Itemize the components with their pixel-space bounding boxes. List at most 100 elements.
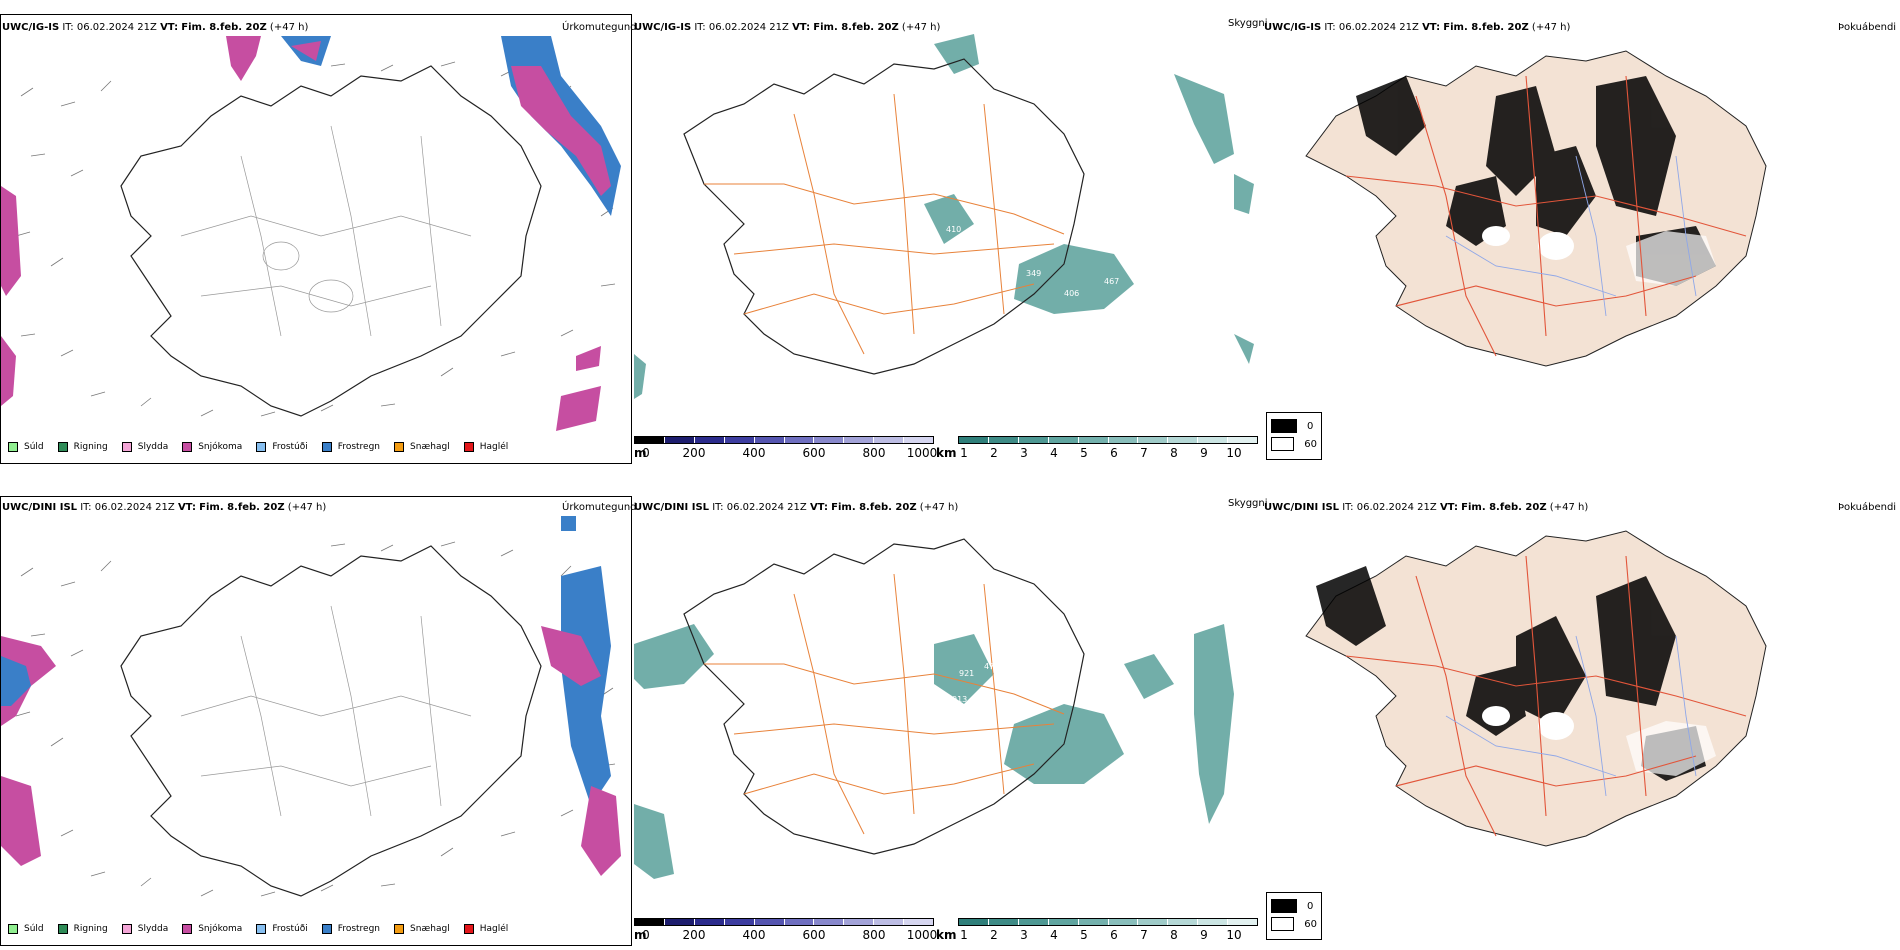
legend-item: Haglél bbox=[463, 442, 508, 452]
model-name: UWC/IG-IS bbox=[634, 22, 692, 33]
cbar-cell bbox=[814, 437, 845, 443]
cbar-cell bbox=[1108, 437, 1139, 443]
fog-map-bottom bbox=[1296, 516, 1866, 896]
cbar-cell bbox=[1168, 919, 1199, 925]
legend-swatch bbox=[121, 924, 132, 934]
variable-title-fog-top: Þokuábendi bbox=[1838, 22, 1897, 33]
legend-item: Frostúði bbox=[256, 442, 308, 452]
legend-label: Súld bbox=[24, 442, 44, 452]
cbar-cell bbox=[664, 437, 695, 443]
lead-time: (+47 h) bbox=[919, 502, 959, 513]
tick: 1000 bbox=[906, 446, 938, 460]
legend-item: Snjókoma bbox=[182, 442, 242, 452]
it-label: IT: bbox=[1342, 502, 1354, 513]
tick: 1 bbox=[960, 446, 968, 460]
vis-ticks: 1 2 3 4 5 6 7 8 9 10 bbox=[958, 928, 1258, 942]
tick: 10 bbox=[1226, 928, 1242, 942]
cbar-cell bbox=[1228, 437, 1258, 443]
cbar-cell bbox=[1048, 437, 1079, 443]
variable-title-clouds-bottom: Skyggni bbox=[1228, 498, 1268, 509]
legend-item: Súld bbox=[8, 442, 44, 452]
legend-swatch bbox=[182, 924, 193, 934]
iceland-precip-map bbox=[1, 516, 621, 897]
legend-item: Frostúði bbox=[256, 924, 308, 934]
glaciers bbox=[1482, 226, 1716, 286]
legend-label: Slydda bbox=[137, 442, 169, 452]
fog-legend-row: 0 bbox=[1271, 417, 1317, 435]
tick: 2 bbox=[990, 928, 998, 942]
tick: 5 bbox=[1080, 446, 1088, 460]
iceland-outline bbox=[120, 65, 542, 417]
legend-swatch bbox=[394, 442, 405, 452]
legend-swatch bbox=[8, 442, 18, 452]
tick: 800 bbox=[862, 446, 886, 460]
tick: 6 bbox=[1110, 446, 1118, 460]
tick: 6 bbox=[1110, 928, 1118, 942]
cbar-cell bbox=[874, 919, 905, 925]
legend-item: Snjókoma bbox=[182, 924, 242, 934]
it-label: IT: bbox=[62, 22, 74, 33]
legend-item: Slydda bbox=[121, 924, 168, 934]
it-label: IT: bbox=[1324, 22, 1336, 33]
it-value: 06.02.2024 21Z bbox=[726, 502, 807, 513]
tick: 2 bbox=[990, 446, 998, 460]
cbar-cell bbox=[904, 437, 934, 443]
cbar-cell bbox=[694, 437, 725, 443]
tick: 8 bbox=[1170, 928, 1178, 942]
legend-item: Súld bbox=[8, 924, 44, 934]
fog-swatch bbox=[1271, 917, 1295, 931]
cbar-cell bbox=[959, 437, 989, 443]
iceland-clouds-map: 921 477 522 913 bbox=[634, 538, 1234, 879]
tick: 9 bbox=[1200, 446, 1208, 460]
cbar-cell bbox=[724, 919, 755, 925]
vis-ticks: 1 2 3 4 5 6 7 8 9 10 bbox=[958, 446, 1258, 460]
height-unit: m bbox=[634, 928, 647, 942]
legend-swatch bbox=[321, 442, 332, 452]
precip-map-top bbox=[1, 36, 631, 431]
legend-swatch bbox=[321, 924, 332, 934]
rivers bbox=[1445, 635, 1697, 797]
tick: 200 bbox=[682, 446, 706, 460]
vt-value: Fim. 8.feb. 20Z bbox=[1461, 502, 1547, 513]
it-value: 06.02.2024 21Z bbox=[94, 502, 175, 513]
iceland-outline bbox=[683, 58, 1085, 375]
variable-title-clouds-top: Skyggni bbox=[1228, 18, 1268, 29]
tick: 600 bbox=[802, 928, 826, 942]
tick: 800 bbox=[862, 928, 886, 942]
cbar-cell bbox=[1048, 919, 1079, 925]
cbar-cell bbox=[874, 437, 905, 443]
roads bbox=[704, 573, 1065, 835]
fog-map-top bbox=[1296, 36, 1866, 416]
precip-map-frame-top bbox=[0, 14, 632, 464]
legend-item: Snæhagl bbox=[394, 442, 450, 452]
legend-swatch bbox=[182, 442, 193, 452]
vis-colorbar bbox=[958, 918, 1258, 926]
lead-time: (+47 h) bbox=[901, 22, 941, 33]
cloud-label: 921 bbox=[959, 669, 974, 678]
fog-swatch bbox=[1271, 899, 1297, 913]
cbar-cell bbox=[694, 919, 725, 925]
panel-title-fog-bottom: UWC/DINI ISL IT: 06.02.2024 21Z VT: Fim.… bbox=[1264, 502, 1588, 513]
cloud-label: 522 bbox=[1024, 667, 1039, 676]
vt-value: Fim. 8.feb. 20Z bbox=[1443, 22, 1529, 33]
legend-swatch bbox=[57, 442, 68, 452]
cbar-cell bbox=[988, 437, 1019, 443]
cbar-cell bbox=[1138, 437, 1169, 443]
cbar-cell bbox=[784, 437, 815, 443]
vis-unit: km bbox=[936, 446, 957, 460]
panel-title-clouds-bottom: UWC/DINI ISL IT: 06.02.2024 21Z VT: Fim.… bbox=[634, 502, 958, 513]
iceland-fog-map bbox=[1305, 50, 1767, 367]
vt-label: VT: bbox=[1422, 22, 1441, 33]
vt-label: VT: bbox=[1439, 502, 1458, 513]
cloud-height-labels: 410 349 406 467 bbox=[946, 225, 1119, 298]
tick: 3 bbox=[1020, 928, 1028, 942]
vt-label: VT: bbox=[160, 22, 179, 33]
iceland-outline bbox=[683, 538, 1085, 855]
cloud-label: 477 bbox=[984, 662, 999, 671]
height-ticks: 0 200 400 600 800 1000 bbox=[634, 446, 937, 460]
legend-label: Rigning bbox=[73, 442, 108, 452]
cbar-cell bbox=[844, 919, 875, 925]
tick: 7 bbox=[1140, 928, 1148, 942]
tick: 0 bbox=[642, 446, 650, 460]
model-name: UWC/DINI ISL bbox=[634, 502, 710, 513]
